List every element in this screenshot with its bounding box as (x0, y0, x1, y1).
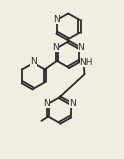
Text: N: N (52, 43, 59, 52)
Text: N: N (43, 99, 50, 107)
Text: NH: NH (79, 58, 93, 67)
Text: N: N (69, 99, 76, 107)
Text: N: N (53, 15, 60, 24)
Text: N: N (78, 43, 84, 52)
Text: N: N (30, 57, 37, 66)
